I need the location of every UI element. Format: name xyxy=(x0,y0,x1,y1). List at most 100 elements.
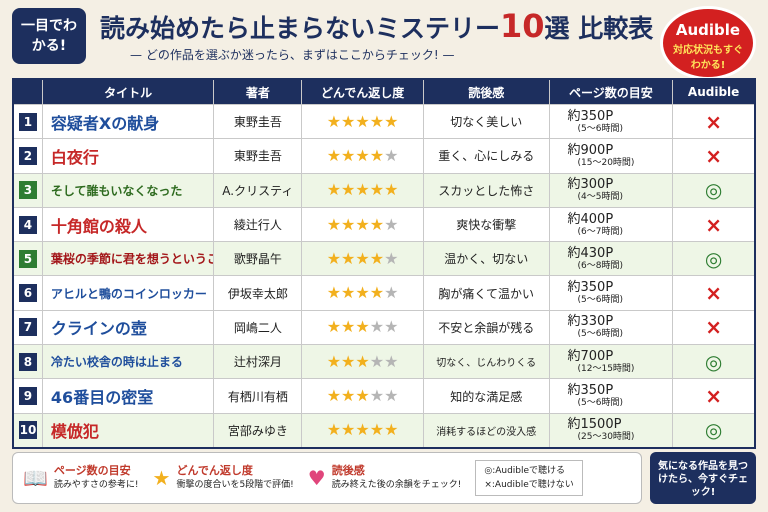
table-row: 1 容疑者Xの献身 東野圭吾 ★ ★ ★ ★ ★ 切なく美しい 約350P (5〜6時間) × xyxy=(14,104,754,139)
number-cell: 3 xyxy=(14,174,42,207)
pages-cell: 約330P (5〜6時間) xyxy=(548,310,673,345)
star: ★ xyxy=(326,317,342,337)
number-cell: 8 xyxy=(14,345,42,378)
feel-cell: 切なく、じんわりくる xyxy=(422,345,549,379)
table-row: 5 葉桜の季節に君を想うということ 歌野晶午 ★ ★ ★ ★ ★ 温かく、切ない 約430P (6〜… xyxy=(14,241,754,276)
pages-cell: 約300P (4〜5時間) xyxy=(548,173,673,207)
star: ★ xyxy=(384,420,399,440)
row-number: 2 xyxy=(18,146,37,165)
audible-status: ◎ xyxy=(704,178,723,203)
pages: 約330P xyxy=(567,314,614,330)
book-title: アヒルと鴨のコインロッカー xyxy=(50,286,207,301)
badge: 一目でわかる! xyxy=(12,8,86,64)
feel: 温かく、切ない xyxy=(444,252,529,267)
author-cell: 歌野晶午 xyxy=(213,242,301,276)
star: ★ xyxy=(341,180,356,200)
header-cell: タイトル xyxy=(41,80,214,104)
pages-cell: 約350P (5〜6時間) xyxy=(548,379,673,413)
author: 伊坂幸太郎 xyxy=(227,286,288,301)
audible-cell: × xyxy=(672,207,754,242)
star: ★ xyxy=(341,351,356,371)
legend-icon: ♥ xyxy=(307,466,326,490)
title-cell: 十角館の殺人 xyxy=(41,207,214,242)
audible-cell: × xyxy=(672,276,754,310)
number-cell: 1 xyxy=(14,105,42,138)
table-row: 8 冷たい校舎の時は止まる 辻村深月 ★ ★ ★ ★ ★ 切なく、じんわりくる 約700P (12〜… xyxy=(14,344,754,379)
rating-cell: ★ ★ ★ ★ ★ xyxy=(301,310,423,345)
legend-text: ページ数の目安 読みやすさの参考に! xyxy=(54,464,139,492)
star: ★ xyxy=(341,145,356,165)
star: ★ xyxy=(384,248,399,268)
star: ★ xyxy=(326,420,342,440)
star: ★ xyxy=(384,317,399,337)
legend-text: 読後感 読み終えた後の余韻をチェック! xyxy=(332,464,462,492)
audible-status: ◎ xyxy=(704,246,723,271)
star: ★ xyxy=(369,420,385,440)
legend-icon: ★ xyxy=(152,466,171,490)
book-title: そして誰もいなくなった xyxy=(50,183,183,198)
row-number: 8 xyxy=(18,352,37,371)
row-number: 4 xyxy=(18,215,37,234)
row-number: 6 xyxy=(18,284,37,303)
number-cell: 10 xyxy=(14,414,42,447)
table: タイトル 著者 どんでん返し度 読後感 ページ数の目安 Audible 1 容疑者Xの献身 東野… xyxy=(12,78,756,449)
header-cell xyxy=(14,80,42,104)
pages: 約350P xyxy=(567,280,614,296)
feel-cell: 不安と余韻が残る xyxy=(422,310,549,345)
star: ★ xyxy=(341,283,356,303)
feel-cell: 胸が痛くて温かい xyxy=(422,276,549,310)
reading-time: (6〜7時間) xyxy=(577,226,623,237)
author-cell: A.クリスティ xyxy=(213,173,301,207)
author: 宮部みゆき xyxy=(227,423,288,438)
star: ★ xyxy=(355,317,370,337)
star: ★ xyxy=(326,351,342,371)
author-cell: 辻村深月 xyxy=(213,345,301,379)
author: 綾辻行人 xyxy=(233,218,282,233)
author-cell: 宮部みゆき xyxy=(213,413,301,447)
title-cell: 葉桜の季節に君を想うということ xyxy=(41,242,213,276)
star: ★ xyxy=(341,111,356,131)
star: ★ xyxy=(341,386,356,406)
audible-status: × xyxy=(705,143,722,168)
star: ★ xyxy=(341,317,356,337)
reading-time: (5〜6時間) xyxy=(577,123,623,134)
audible-status: × xyxy=(705,384,722,409)
number-cell: 7 xyxy=(14,311,42,344)
audible-status: × xyxy=(705,281,722,306)
star: ★ xyxy=(326,180,342,200)
audible-legend-item: ×:Audibleで聴けない xyxy=(484,480,574,490)
legend-item: ★ どんでん返し度 衝撃の度合いを5段階で評価! xyxy=(153,464,294,492)
subtitle: — どの作品を選ぶか迷ったら、まずはここからチェック! — xyxy=(130,48,455,62)
reading-time: (5〜6時間) xyxy=(577,295,623,306)
legend-title: どんでん返し度 xyxy=(176,464,253,477)
rating-cell: ★ ★ ★ ★ ★ xyxy=(301,139,423,173)
star: ★ xyxy=(341,420,356,440)
author-cell: 東野圭吾 xyxy=(213,105,301,139)
author-cell: 伊坂幸太郎 xyxy=(213,276,301,310)
author: 岡嶋二人 xyxy=(233,320,282,335)
audible-status: × xyxy=(705,315,722,340)
author: 有栖川有栖 xyxy=(227,389,288,404)
footer-legend: 📖 ページ数の目安 読みやすさの参考に! ★ どんでん返し度 衝撃の度合いを5段階で評価!… xyxy=(12,452,642,504)
audible-cell: ◎ xyxy=(672,413,754,447)
star: ★ xyxy=(341,248,356,268)
legend-item: ♥ 読後感 読み終えた後の余韻をチェック! xyxy=(308,464,462,492)
title-cell: 冷たい校舎の時は止まる xyxy=(41,345,214,379)
author-cell: 綾辻行人 xyxy=(213,207,301,242)
table-row: 6 アヒルと鴨のコインロッカー 伊坂幸太郎 ★ ★ ★ ★ ★ 胸が痛くて温かい 約350P (5〜… xyxy=(14,275,754,310)
row-number: 5 xyxy=(18,249,37,268)
pages: 約900P xyxy=(567,142,614,158)
reading-time: (5〜6時間) xyxy=(577,398,623,409)
legend-desc: 読み終えた後の余韻をチェック! xyxy=(331,480,462,490)
feel: 不安と余韻が残る xyxy=(438,320,535,335)
header-row: タイトル 著者 どんでん返し度 読後感 ページ数の目安 Audible xyxy=(14,80,754,104)
star: ★ xyxy=(369,214,385,234)
title-number: 10 xyxy=(500,7,545,45)
star: ★ xyxy=(355,351,370,371)
number-cell: 6 xyxy=(14,276,42,309)
book-title: クラインの壺 xyxy=(50,319,147,339)
table-row: 2 白夜行 東野圭吾 ★ ★ ★ ★ ★ 重く、心にしみる 約900P (15〜20時間) × xyxy=(14,138,754,173)
star: ★ xyxy=(369,248,385,268)
title-cell: 容疑者Xの献身 xyxy=(41,105,214,139)
